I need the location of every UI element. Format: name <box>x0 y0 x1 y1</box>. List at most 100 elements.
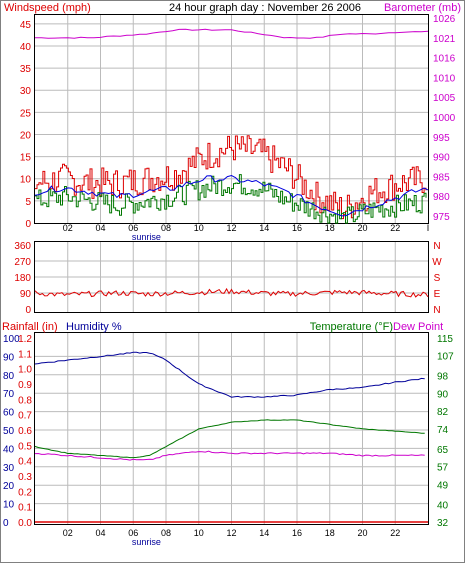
baro-y-tick-label: 1021 <box>433 34 456 45</box>
wind-x-tick-label: 22 <box>390 223 400 233</box>
humidity-y-tick-label: 40 <box>3 444 15 455</box>
sunrise-label-bottom: sunrise <box>132 537 161 547</box>
wind-x-tick-label: I <box>427 223 430 233</box>
humidity-y-tick-label: 10 <box>3 500 15 511</box>
direction-compass-label: N <box>433 241 440 252</box>
wind-y-tick-label: 5 <box>25 197 31 208</box>
wind-direction-line <box>34 287 429 298</box>
wind-x-tick-label: 08 <box>161 223 171 233</box>
direction-y-tick-label: 180 <box>14 273 31 284</box>
baro-y-tick-label: 980 <box>433 192 450 203</box>
dewpoint-label: Dew Point <box>393 321 443 333</box>
temp-x-tick-label: 06 <box>128 528 138 538</box>
rain-y-tick-label: 0.0 <box>18 518 32 529</box>
rain-y-tick-label: 0.6 <box>18 426 32 437</box>
temp-x-tick-label: 04 <box>95 528 105 538</box>
rain-y-tick-label: 0.7 <box>18 411 32 422</box>
temp-y-tick-label: 65 <box>437 445 449 456</box>
wind-y-tick-label: 20 <box>20 130 32 141</box>
baro-y-tick-label: 975 <box>433 212 450 223</box>
baro-y-tick-label: 1010 <box>433 73 456 84</box>
temp-y-tick-label: 74 <box>437 425 449 436</box>
humidity-y-tick-label: 50 <box>3 426 15 437</box>
rain-y-tick-label: 0.1 <box>18 503 32 514</box>
humidity-y-tick-label: 80 <box>3 371 15 382</box>
temp-y-tick-label: 90 <box>437 389 449 400</box>
humidity-y-tick-label: 90 <box>3 352 15 363</box>
rain-y-tick-label: 1.0 <box>18 365 32 376</box>
humidity-y-tick-label: 70 <box>3 389 15 400</box>
direction-y-tick-label: 90 <box>20 289 32 300</box>
direction-compass-label: S <box>434 273 441 284</box>
rain-y-tick-label: 0.3 <box>18 472 32 483</box>
direction-compass-label: E <box>434 289 441 300</box>
panel-wind-frame <box>34 14 429 224</box>
direction-y-tick-label: 270 <box>14 257 31 268</box>
humidity-y-tick-label: 0 <box>3 518 9 529</box>
temp-x-tick-label: 22 <box>390 528 400 538</box>
rain-y-tick-label: 0.8 <box>18 395 32 406</box>
baro-y-tick-label: 990 <box>433 153 450 164</box>
barometer-line <box>34 28 429 39</box>
wind-x-tick-label: 20 <box>357 223 367 233</box>
temp-y-tick-label: 107 <box>437 352 454 363</box>
baro-y-tick-label: 985 <box>433 172 450 183</box>
wind-y-tick-label: 25 <box>20 108 32 119</box>
panel-direction-frame <box>34 241 429 313</box>
wind-y-tick-label: 40 <box>20 42 32 53</box>
temp-x-tick-label: 16 <box>292 528 302 538</box>
rain-y-tick-label: 0.5 <box>18 441 32 452</box>
temp-y-tick-label: 98 <box>437 372 449 383</box>
chart-title: 24 hour graph day : November 26 2006 <box>169 2 361 14</box>
temp-y-tick-label: 82 <box>437 407 449 418</box>
humidity-y-tick-label: 60 <box>3 408 15 419</box>
baro-y-tick-label: 1000 <box>433 113 456 124</box>
temp-x-tick-label: 02 <box>63 528 73 538</box>
rain-y-tick-label: 1.2 <box>18 334 32 345</box>
temp-y-tick-label: 40 <box>437 500 449 511</box>
temp-y-tick-label: 57 <box>437 463 449 474</box>
temperature-line <box>34 419 425 459</box>
wind-y-tick-label: 10 <box>20 175 32 186</box>
wind-x-tick-label: 16 <box>292 223 302 233</box>
wind-x-tick-label: 06 <box>128 223 138 233</box>
temp-y-tick-label: 32 <box>437 518 449 529</box>
humidity-y-tick-label: 30 <box>3 463 15 474</box>
wind-y-tick-label: 15 <box>20 153 32 164</box>
panel-temp-frame <box>34 332 429 525</box>
wind-x-tick-label: 12 <box>226 223 236 233</box>
wind-y-tick-label: 35 <box>20 64 32 75</box>
temp-x-tick-label: 08 <box>161 528 171 538</box>
direction-compass-label: N <box>433 305 440 316</box>
wind-y-tick-label: 45 <box>20 20 32 31</box>
wind-y-tick-label: 0 <box>25 219 31 230</box>
temp-x-tick-label: 20 <box>357 528 367 538</box>
barometer-label: Barometer (mb) <box>384 2 461 14</box>
direction-y-tick-label: 0 <box>25 305 31 316</box>
baro-y-tick-label: 1005 <box>433 93 456 104</box>
rain-y-tick-label: 0.9 <box>18 380 32 391</box>
humidity-line <box>34 351 425 398</box>
direction-y-tick-label: 360 <box>14 241 31 252</box>
temp-x-tick-label: 18 <box>325 528 335 538</box>
wind-x-tick-label: 02 <box>63 223 73 233</box>
baro-y-tick-label: 1026 <box>433 14 456 25</box>
wind-x-tick-label: 10 <box>194 223 204 233</box>
rainfall-label: Rainfall (in) <box>2 321 58 333</box>
windspeed-min-line <box>35 174 427 224</box>
sunrise-label-top: sunrise <box>132 232 161 242</box>
wind-y-tick-label: 30 <box>20 86 32 97</box>
dewpoint-line <box>34 450 425 461</box>
temperature-label: Temperature (°F) <box>310 321 393 333</box>
temp-x-tick-label: 14 <box>259 528 269 538</box>
windspeed-label: Windspeed (mph) <box>4 2 91 14</box>
wind-x-tick-label: 14 <box>259 223 269 233</box>
temp-x-tick-label: 12 <box>226 528 236 538</box>
rain-y-tick-label: 1.1 <box>18 349 32 360</box>
windspeed-avg-line <box>34 174 429 217</box>
rain-y-tick-label: 0.4 <box>18 457 32 468</box>
temp-y-tick-label: 115 <box>437 334 453 345</box>
humidity-label: Humidity % <box>66 321 122 333</box>
direction-compass-label: W <box>432 257 442 268</box>
